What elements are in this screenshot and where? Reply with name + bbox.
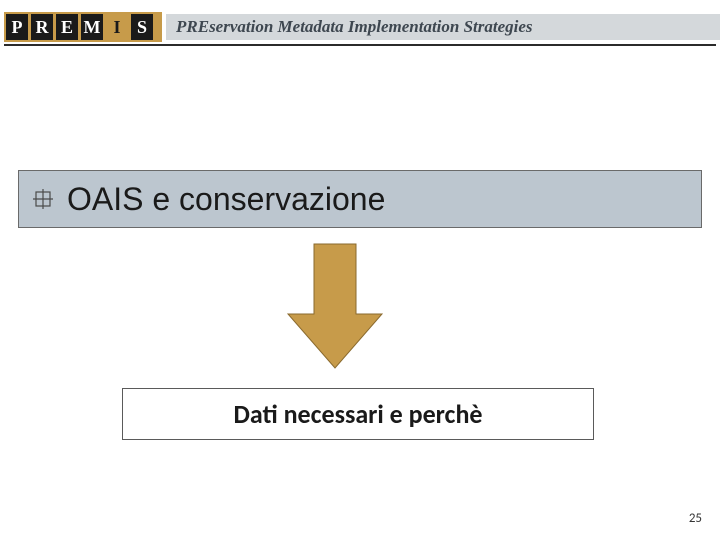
header-title-rest: servation Metadata Implementation Strate… (209, 17, 532, 37)
bottom-box-text: Dati necessari e perchè (234, 398, 483, 430)
crosshair-bullet-icon (33, 189, 53, 209)
logo-letter-e: E (56, 14, 78, 40)
premis-logo: P R E M I S (4, 12, 162, 42)
header-bar: P R E M I S PREservation Metadata Implem… (0, 10, 720, 44)
header-title-prefix: PRE (176, 17, 209, 37)
logo-letter-s: S (131, 14, 153, 40)
header-underline (4, 44, 716, 46)
logo-letter-r: R (31, 14, 53, 40)
page-number: 25 (689, 511, 702, 526)
top-box-text: OAIS e conservazione (67, 181, 385, 218)
logo-letter-i: I (106, 14, 128, 40)
down-arrow-icon (280, 236, 390, 376)
logo-letter-p: P (6, 14, 28, 40)
top-box: OAIS e conservazione (18, 170, 702, 228)
header-title: PREservation Metadata Implementation Str… (166, 14, 720, 40)
logo-letter-m: M (81, 14, 103, 40)
bottom-box: Dati necessari e perchè (122, 388, 594, 440)
